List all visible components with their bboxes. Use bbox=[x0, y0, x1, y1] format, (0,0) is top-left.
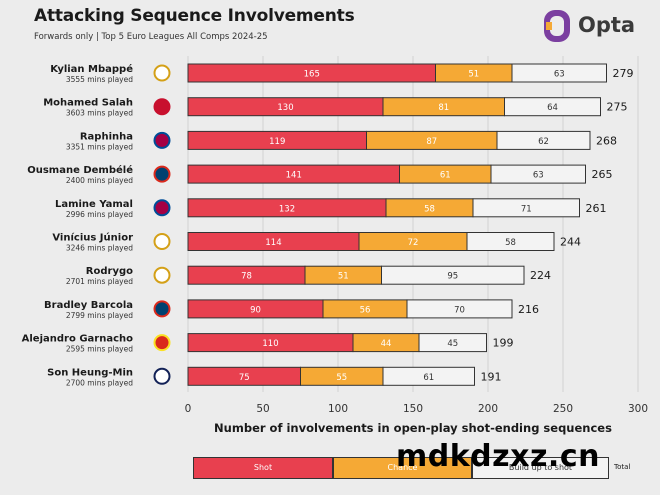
player-minutes: 2595 mins played bbox=[66, 345, 133, 354]
x-tick-label: 300 bbox=[628, 403, 648, 415]
shot-value-label: 78 bbox=[241, 272, 252, 282]
buildup-bar-segment bbox=[472, 198, 580, 218]
chance-value-label: 51 bbox=[338, 272, 349, 282]
chance-value-label: 61 bbox=[440, 171, 451, 181]
chance-value-label: 55 bbox=[336, 373, 347, 383]
player-name: Alejandro Garnacho bbox=[22, 334, 133, 345]
buildup-value-label: 63 bbox=[533, 171, 544, 181]
buildup-value-label: 45 bbox=[447, 339, 458, 349]
total-value-label: 275 bbox=[607, 101, 628, 114]
shot-value-label: 165 bbox=[304, 70, 320, 80]
player-minutes: 2799 mins played bbox=[66, 311, 133, 320]
liverpool-crest-icon bbox=[153, 98, 171, 116]
tottenham-crest-icon bbox=[153, 367, 171, 385]
player-name: Lamine Yamal bbox=[55, 199, 133, 210]
player-name: Kylian Mbappé bbox=[50, 63, 133, 75]
legend: Shot Chance Build up to shot bbox=[193, 457, 609, 479]
total-value-label: 199 bbox=[493, 337, 514, 350]
buildup-bar-segment bbox=[466, 232, 555, 251]
player-name: Mohamed Salah bbox=[43, 98, 133, 109]
legend-buildup: Build up to shot bbox=[472, 457, 609, 479]
shot-value-label: 130 bbox=[277, 103, 293, 113]
chance-value-label: 44 bbox=[381, 339, 392, 349]
buildup-value-label: 62 bbox=[538, 137, 549, 147]
total-value-label: 268 bbox=[596, 134, 617, 147]
x-tick-label: 250 bbox=[553, 403, 573, 415]
shot-value-label: 132 bbox=[279, 204, 295, 214]
chance-value-label: 87 bbox=[426, 137, 437, 147]
total-value-label: 244 bbox=[560, 236, 581, 249]
total-value-label: 216 bbox=[518, 303, 539, 316]
x-tick-label: 200 bbox=[478, 403, 498, 415]
shot-value-label: 119 bbox=[269, 137, 285, 147]
buildup-value-label: 95 bbox=[447, 272, 458, 282]
buildup-bar-segment bbox=[504, 97, 601, 117]
buildup-bar-segment bbox=[381, 265, 525, 285]
player-name: Son Heung-Min bbox=[47, 367, 133, 378]
player-minutes: 3603 mins played bbox=[66, 109, 133, 118]
barcelona-crest-icon bbox=[153, 199, 171, 217]
x-axis-label: Number of involvements in open-play shot… bbox=[214, 421, 612, 435]
man-united-crest-icon bbox=[153, 334, 171, 352]
legend-shot: Shot bbox=[193, 457, 333, 479]
x-tick-label: 150 bbox=[403, 403, 423, 415]
chance-value-label: 51 bbox=[468, 70, 479, 80]
total-value-label: 265 bbox=[592, 168, 613, 181]
real-madrid-crest-icon bbox=[153, 233, 171, 250]
buildup-value-label: 63 bbox=[554, 70, 565, 80]
player-minutes: 3351 mins played bbox=[66, 142, 133, 151]
psg-crest-icon bbox=[153, 300, 171, 318]
shot-value-label: 114 bbox=[265, 238, 281, 248]
shot-value-label: 75 bbox=[239, 373, 250, 383]
buildup-bar-segment bbox=[418, 333, 487, 353]
total-value-label: 279 bbox=[613, 67, 634, 80]
buildup-value-label: 71 bbox=[521, 204, 532, 214]
shot-value-label: 90 bbox=[250, 305, 261, 315]
barcelona-crest-icon bbox=[153, 131, 171, 149]
player-minutes: 3246 mins played bbox=[66, 244, 133, 253]
player-minutes: 2700 mins played bbox=[66, 378, 133, 387]
player-name: Ousmane Dembélé bbox=[27, 164, 133, 176]
shot-value-label: 141 bbox=[286, 171, 302, 181]
real-madrid-crest-icon bbox=[153, 266, 171, 284]
buildup-bar-segment bbox=[406, 299, 513, 319]
shot-value-label: 110 bbox=[262, 339, 278, 349]
x-tick-label: 100 bbox=[328, 403, 348, 415]
buildup-value-label: 64 bbox=[547, 103, 558, 113]
total-value-label: 261 bbox=[586, 202, 607, 215]
chance-value-label: 58 bbox=[424, 204, 435, 214]
chart-subtitle: Forwards only | Top 5 Euro Leagues All C… bbox=[34, 32, 268, 42]
legend-chance: Chance bbox=[333, 457, 472, 479]
legend-total: Total bbox=[614, 463, 631, 471]
player-minutes: 2996 mins played bbox=[66, 210, 133, 219]
total-value-label: 191 bbox=[481, 370, 502, 383]
player-name: Rodrygo bbox=[86, 266, 133, 277]
buildup-bar-segment bbox=[511, 63, 607, 83]
chance-value-label: 56 bbox=[360, 305, 371, 315]
buildup-bar-segment bbox=[382, 366, 475, 386]
x-tick-label: 0 bbox=[185, 403, 192, 415]
buildup-value-label: 58 bbox=[505, 238, 516, 248]
chance-value-label: 81 bbox=[438, 103, 449, 113]
opta-logo-text: Opta bbox=[578, 13, 636, 37]
buildup-value-label: 61 bbox=[423, 373, 434, 383]
x-tick-label: 50 bbox=[256, 403, 269, 415]
buildup-value-label: 70 bbox=[454, 305, 465, 315]
real-madrid-crest-icon bbox=[153, 64, 171, 82]
player-name: Vinícius Júnior bbox=[52, 232, 133, 244]
chart-title: Attacking Sequence Involvements bbox=[34, 6, 355, 26]
total-value-label: 224 bbox=[530, 269, 551, 282]
opta-logo bbox=[544, 10, 570, 42]
buildup-bar-segment bbox=[496, 130, 591, 150]
chance-value-label: 72 bbox=[408, 238, 419, 248]
buildup-bar-segment bbox=[490, 164, 586, 184]
player-minutes: 2400 mins played bbox=[66, 176, 133, 185]
player-minutes: 3555 mins played bbox=[66, 75, 133, 84]
player-name: Raphinha bbox=[80, 131, 133, 142]
player-minutes: 2701 mins played bbox=[66, 277, 133, 286]
player-name: Bradley Barcola bbox=[44, 300, 133, 311]
psg-crest-icon bbox=[153, 165, 171, 183]
watermark-text: mdkdzxz.cn bbox=[396, 439, 600, 474]
